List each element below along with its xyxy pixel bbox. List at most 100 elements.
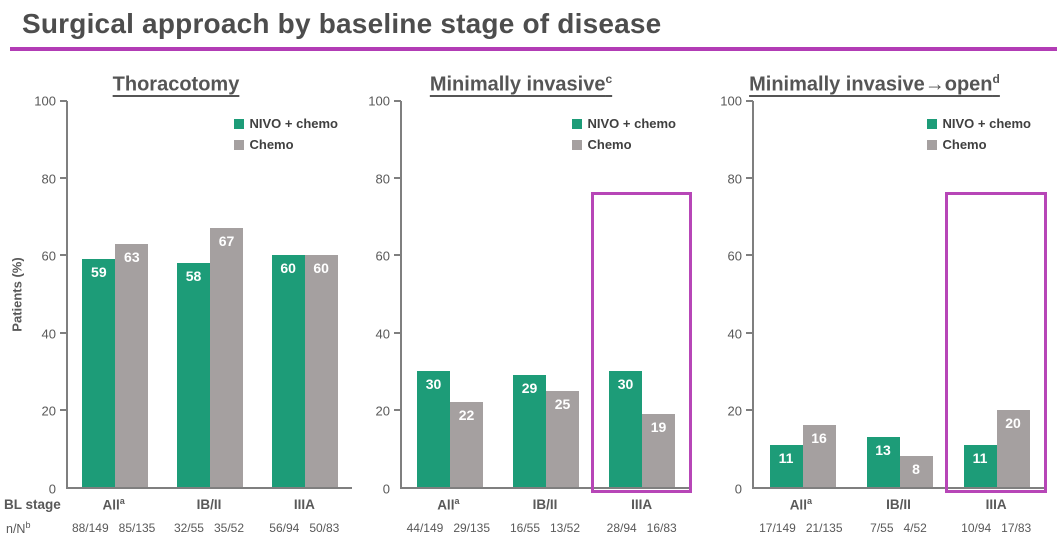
n-over-N-group: 16/55 13/52 bbox=[497, 521, 594, 535]
y-tick-mark bbox=[394, 408, 401, 411]
bar-group: 13 8 bbox=[851, 101, 948, 487]
y-tick-mark bbox=[394, 100, 401, 102]
n-over-N-nivo-value: 16/55 bbox=[509, 521, 540, 535]
bar-value-label: 20 bbox=[1005, 414, 1021, 431]
bar-value-label: 29 bbox=[521, 380, 538, 397]
y-tick-label: 80 bbox=[375, 171, 390, 187]
bar-chemo: 60 bbox=[304, 255, 338, 487]
legend-item: NIVO + chemo bbox=[571, 116, 676, 131]
y-tick-label: 40 bbox=[41, 326, 56, 342]
category-label-text: IB/II bbox=[532, 496, 558, 512]
chart-panel-minimally-invasive: Minimally invasivec 0 20 40 60 80 100 30 22 29 2… bbox=[352, 65, 704, 539]
y-tick-label: 80 bbox=[727, 171, 742, 187]
category-superscript: a bbox=[454, 495, 460, 506]
y-tick-mark bbox=[60, 408, 67, 411]
legend-item: Chemo bbox=[571, 137, 677, 152]
category-label: IIIA bbox=[593, 497, 690, 512]
chart-title-text: Thoracotomy bbox=[112, 73, 240, 96]
bar-chemo: 19 bbox=[642, 413, 675, 487]
chart-body: 0 20 40 60 80 100 11 16 13 8 11 20 NIVO + chemo Chem… bbox=[704, 94, 1047, 497]
bar-value-label: 16 bbox=[811, 430, 827, 447]
plot-area: 11 16 13 8 11 20 NIVO + chemo Chemo bbox=[746, 100, 1047, 493]
chart-title-superscript: d bbox=[992, 72, 1000, 86]
y-tick-mark bbox=[394, 177, 401, 180]
bar-groups: 11 16 13 8 11 20 bbox=[754, 101, 1045, 487]
n-over-N-nivo-value: 44/149 bbox=[406, 521, 444, 535]
n-over-N-chemo-value: 16/83 bbox=[646, 521, 677, 535]
n-over-N-chemo-value: 21/135 bbox=[805, 521, 843, 535]
bar-group: 29 25 bbox=[498, 101, 594, 487]
bar-value-label: 60 bbox=[313, 260, 329, 277]
bar-chemo: 8 bbox=[899, 456, 933, 487]
bar-chemo: 20 bbox=[996, 409, 1030, 487]
chart-title: Minimally invasivec bbox=[352, 65, 690, 96]
y-tick-mark bbox=[394, 331, 401, 334]
y-tick-label: 0 bbox=[734, 481, 742, 497]
y-tick-mark bbox=[60, 100, 67, 102]
bar-nivo-chemo: 59 bbox=[82, 259, 116, 487]
y-tick-mark bbox=[746, 177, 753, 180]
category-label: IIIA bbox=[257, 497, 352, 512]
legend-item: NIVO + chemo bbox=[926, 116, 1032, 131]
y-tick-mark bbox=[394, 254, 401, 257]
bar-nivo-chemo: 11 bbox=[769, 444, 803, 487]
legend-swatch-icon bbox=[233, 139, 244, 150]
category-label-text: All bbox=[102, 497, 120, 513]
n-over-N-row: 17/149 21/135 7/55 4/52 10/94 17/83 bbox=[752, 517, 1045, 539]
y-tick-mark bbox=[746, 254, 753, 257]
legend-swatch-icon bbox=[571, 118, 582, 129]
category-label-text: IB/II bbox=[886, 496, 911, 512]
y-tick-mark bbox=[746, 100, 753, 102]
legend-label: NIVO + chemo bbox=[942, 116, 1032, 131]
bar-nivo-chemo: 13 bbox=[866, 436, 900, 487]
legend-swatch-icon bbox=[571, 139, 582, 150]
bar-chemo: 16 bbox=[802, 425, 836, 487]
charts-row: Thoracotomy Patients (%) 0 20 40 60 80 100 59… bbox=[0, 65, 1057, 539]
n-over-N-group: 17/149 21/135 bbox=[752, 521, 850, 535]
bar-nivo-chemo: 29 bbox=[513, 375, 546, 487]
bar-value-label: 11 bbox=[972, 449, 988, 466]
legend-swatch-icon bbox=[926, 139, 937, 150]
n-over-N-chemo-value: 13/52 bbox=[550, 521, 581, 535]
chart-title: Minimally invasive→opend bbox=[704, 65, 1045, 96]
plot-area: 30 22 29 25 30 19 NIVO + chemo Chemo bbox=[394, 100, 692, 493]
bar-nivo-chemo: 11 bbox=[963, 444, 997, 487]
n-over-N-row: n/Nb 88/149 85/135 32/55 35/52 56/94 50/83 bbox=[6, 517, 352, 539]
category-row: Alla IB/II IIIA bbox=[752, 491, 1045, 517]
legend-label: NIVO + chemo bbox=[249, 116, 339, 131]
y-tick-label: 100 bbox=[720, 93, 742, 109]
n-over-N-row: 44/149 29/135 16/55 13/52 28/94 16/83 bbox=[400, 517, 690, 539]
y-tick-mark bbox=[60, 254, 67, 257]
n-over-N-chemo-value: 17/83 bbox=[1001, 521, 1032, 535]
bar-nivo-chemo: 58 bbox=[177, 263, 210, 487]
category-row: Alla IB/II IIIA bbox=[400, 491, 690, 517]
plot-area: 59 63 58 67 60 60 NIVO + chemo Chemo bbox=[60, 100, 352, 489]
bar-group: 30 19 bbox=[594, 101, 690, 487]
y-axis-title: Patients (%) bbox=[9, 257, 25, 332]
n-over-N-group: 10/94 17/83 bbox=[947, 521, 1045, 535]
legend: NIVO + chemo Chemo bbox=[926, 116, 1032, 152]
bar-groups: 30 22 29 25 30 19 bbox=[402, 101, 690, 487]
y-tick-label: 100 bbox=[368, 93, 390, 109]
category-label: IIIA bbox=[947, 497, 1045, 512]
bar-value-label: 8 bbox=[912, 461, 920, 478]
y-tick-label: 60 bbox=[41, 248, 56, 264]
bar-value-label: 60 bbox=[280, 260, 296, 277]
bar-group: 11 16 bbox=[754, 101, 851, 487]
n-over-N-chemo-value: 85/135 bbox=[118, 521, 156, 535]
n-over-N-nivo-value: 88/149 bbox=[71, 521, 109, 535]
n-over-N-nivo-value: 32/55 bbox=[173, 521, 204, 535]
y-tick-label: 0 bbox=[48, 481, 56, 497]
n-over-N-chemo-value: 35/52 bbox=[213, 521, 245, 535]
chart-title: Thoracotomy bbox=[0, 65, 352, 96]
y-tick-label: 100 bbox=[34, 93, 56, 109]
chart-panel-thoracotomy: Thoracotomy Patients (%) 0 20 40 60 80 100 59… bbox=[0, 65, 352, 539]
bar-value-label: 11 bbox=[778, 449, 794, 466]
bar-groups: 59 63 58 67 60 60 bbox=[68, 101, 352, 487]
n-over-N-group: 88/149 85/135 bbox=[66, 521, 161, 535]
y-tick-mark bbox=[60, 177, 67, 180]
bar-value-label: 67 bbox=[218, 233, 235, 250]
legend-item: NIVO + chemo bbox=[233, 116, 339, 131]
legend-item: Chemo bbox=[233, 137, 339, 152]
